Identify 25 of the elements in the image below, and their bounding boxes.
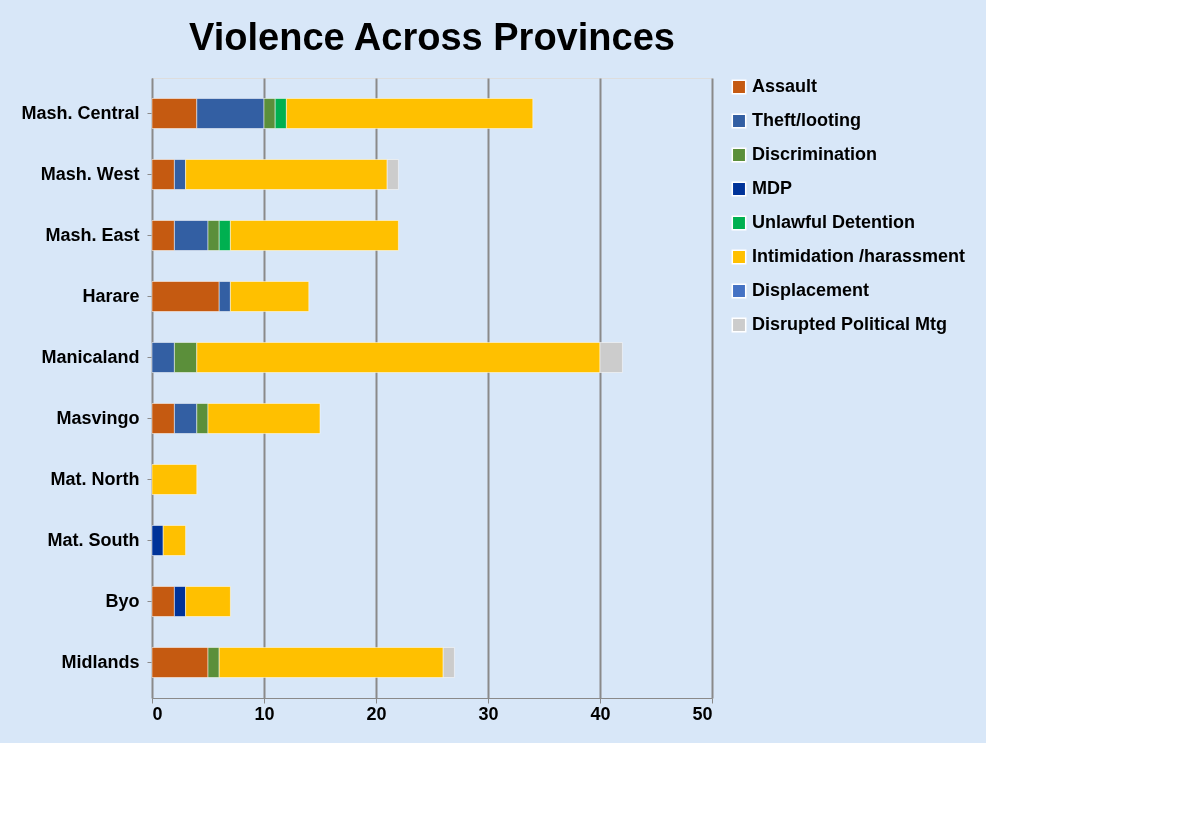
x-tick-label: 30 [478,703,499,724]
legend-label: Discrimination [752,144,878,164]
x-tick-label: 10 [254,703,275,724]
x-tick-label: 50 [692,703,713,724]
y-tick-label: Byo [105,591,140,611]
y-tick-label: Mash. East [45,225,140,245]
x-tick-label: 20 [366,703,387,724]
legend-label: Displacement [752,280,870,300]
y-tick-label: Mash. West [40,164,140,184]
chart-title: Violence Across Provinces [189,16,675,58]
legend-label: Unlawful Detention [752,212,915,232]
y-tick-label: Mat. North [50,469,140,489]
legend-label: Assault [752,76,818,96]
x-tick-label: 0 [152,703,163,724]
y-tick-label: Harare [82,286,140,306]
x-tick-label: 40 [590,703,611,724]
y-tick-label: Midlands [61,652,140,672]
legend-label: Theft/looting [752,110,861,130]
y-tick-label: Masvingo [56,408,140,428]
y-tick-label: Mat. South [47,530,140,550]
legend-label: Intimidation /harassment [752,246,966,266]
legend-label: Disrupted Political Mtg [752,314,948,334]
legend-label: MDP [752,178,792,198]
y-tick-label: Mash. Central [21,103,140,123]
y-tick-label: Manicaland [41,347,140,367]
